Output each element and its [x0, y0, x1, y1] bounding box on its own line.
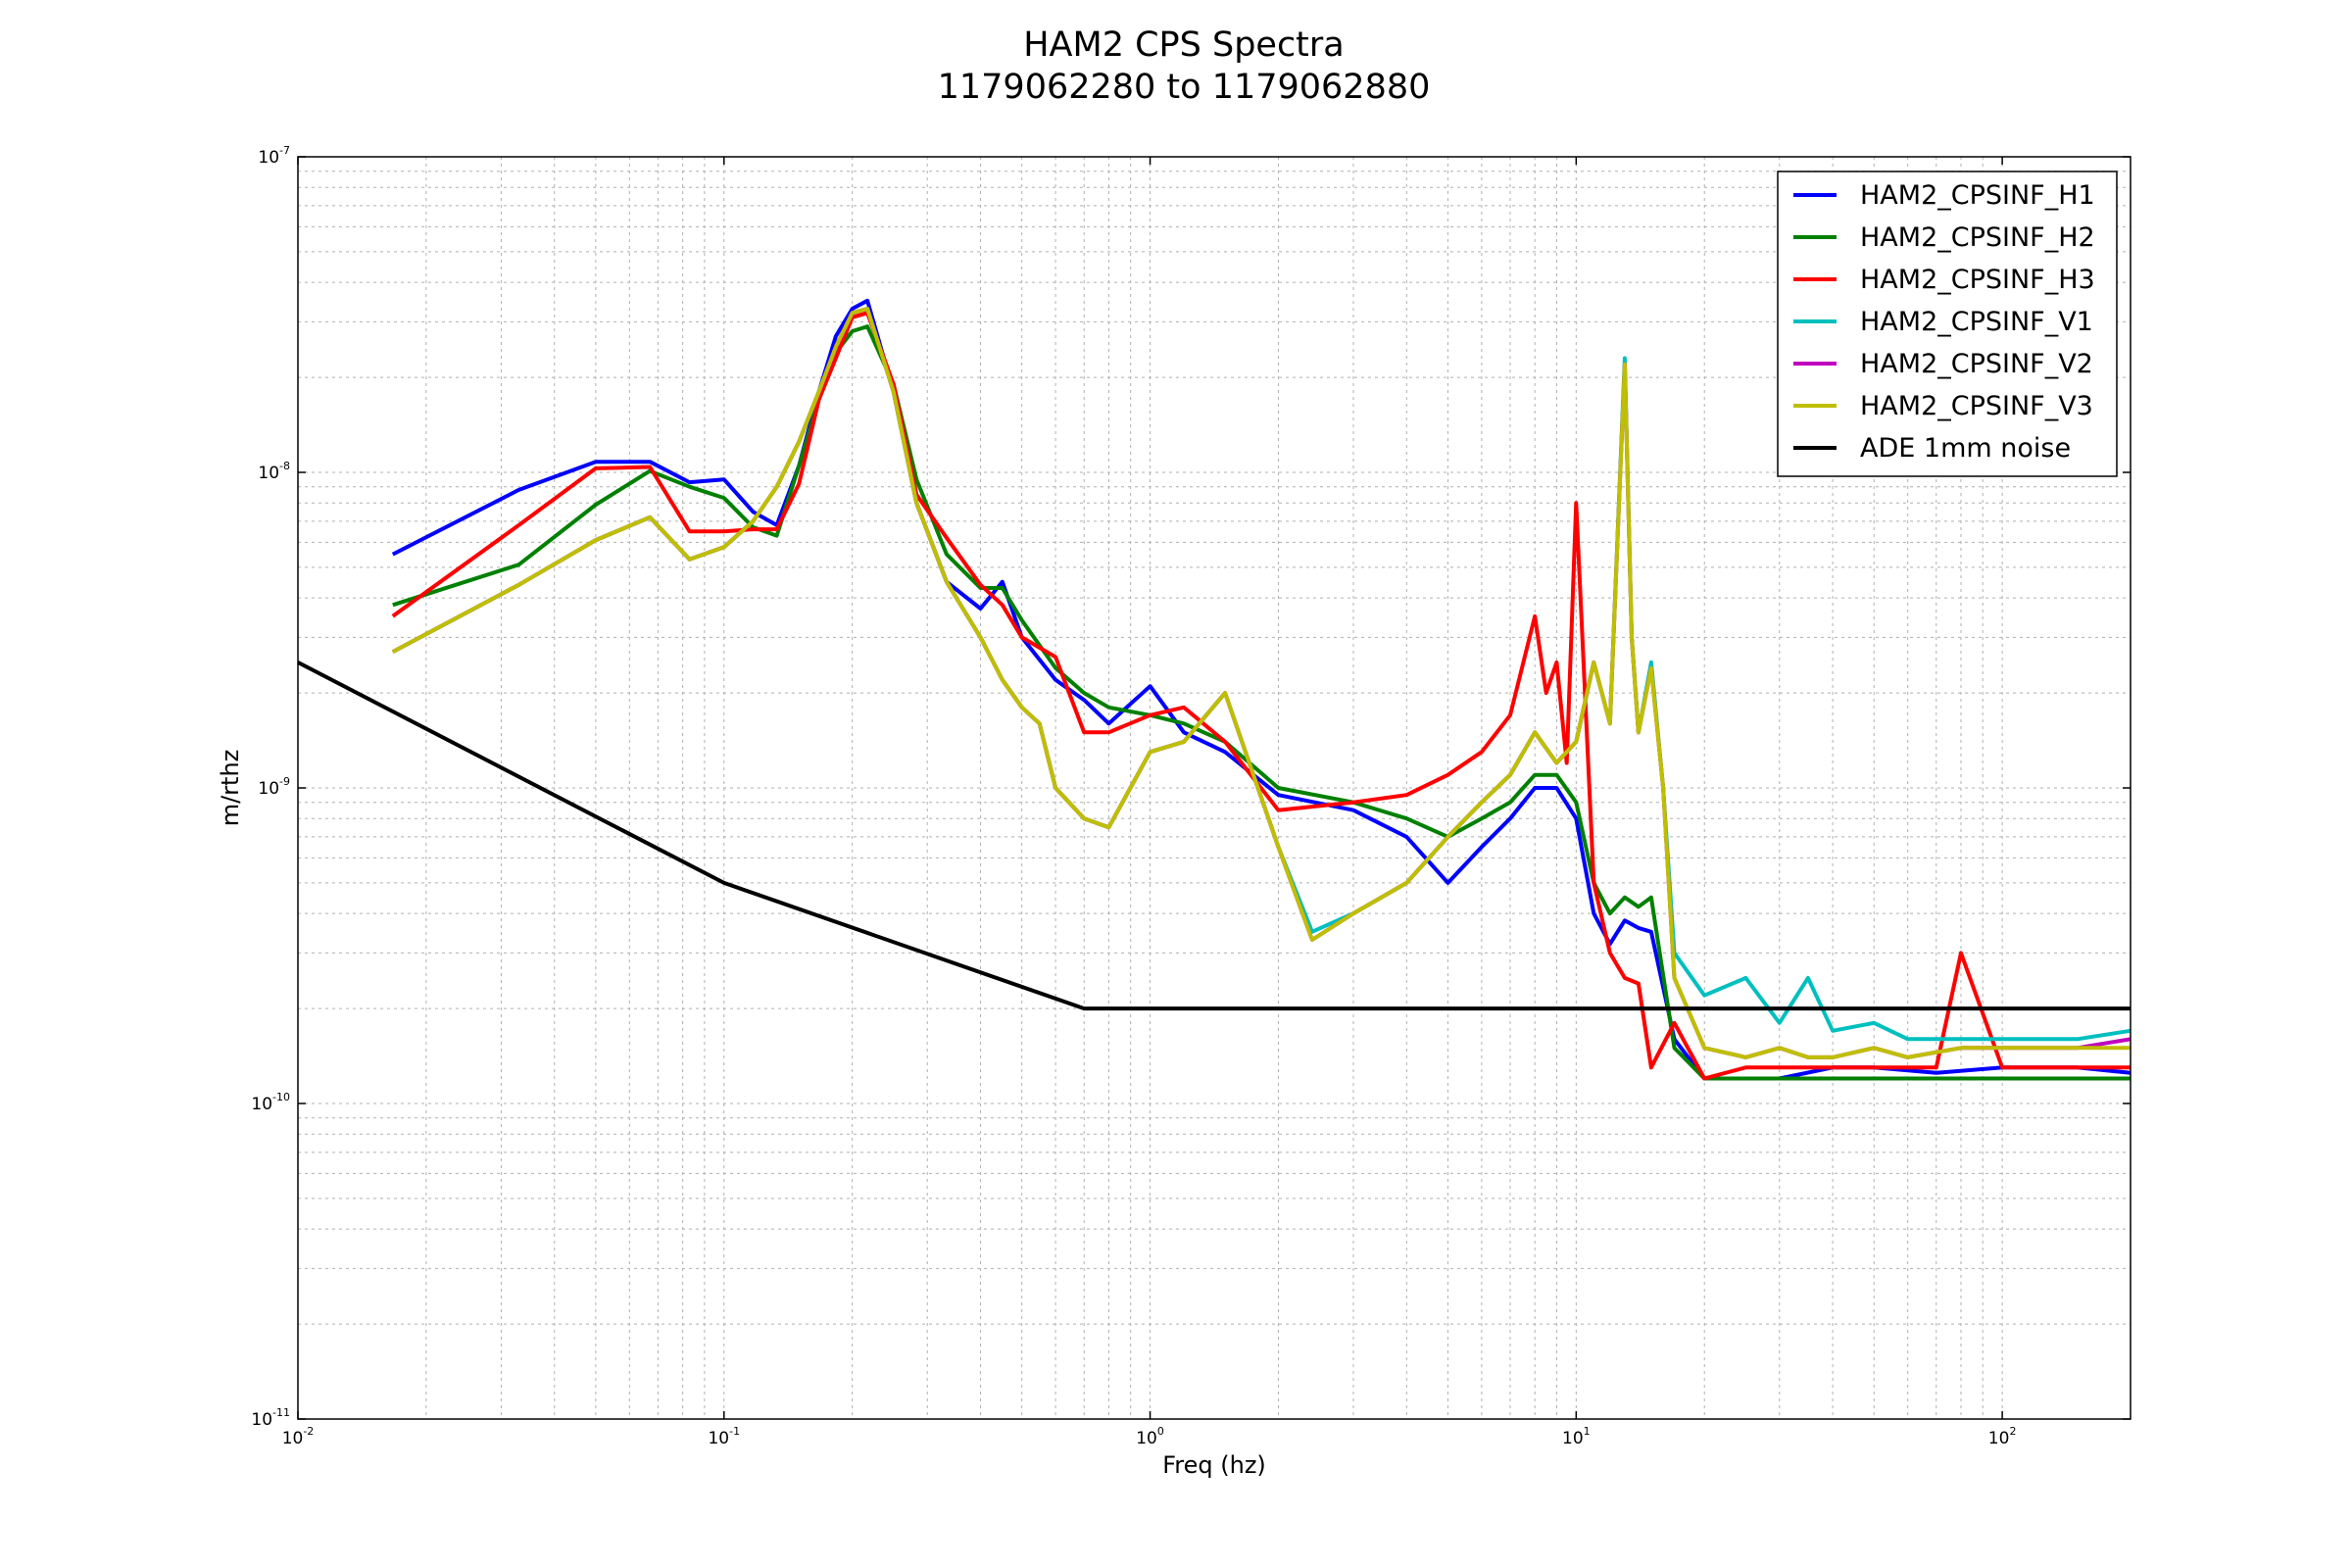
- x-tick-label: 102: [1988, 1425, 2017, 1448]
- y-tick-label: 10-10: [251, 1091, 290, 1114]
- legend-label: ADE 1mm noise: [1860, 433, 2071, 464]
- legend-label: HAM2_CPSINF_V1: [1860, 307, 2093, 337]
- chart-subtitle: 1179062280 to 1179062880: [938, 68, 1431, 107]
- legend-box: [1777, 171, 2118, 477]
- legend-label: HAM2_CPSINF_H2: [1860, 222, 2095, 253]
- series-line-ham2-cpsinf-h2: [392, 324, 2131, 1081]
- series-line-ham2-cpsinf-h3: [391, 311, 2131, 1081]
- series-line-ade-1mm-noise: [297, 661, 2131, 1011]
- legend-label: HAM2_CPSINF_V2: [1860, 349, 2093, 379]
- x-tick-label: 10-2: [282, 1425, 315, 1448]
- y-tick-label: 10-7: [258, 144, 290, 168]
- y-tick-label: 10-8: [258, 460, 290, 483]
- series-group: [297, 298, 2132, 1081]
- y-tick-label: 10-11: [251, 1406, 290, 1430]
- y-tick-label: 10-9: [258, 775, 290, 799]
- legend-label: HAM2_CPSINF_V3: [1860, 391, 2093, 421]
- legend: HAM2_CPSINF_H1 HAM2_CPSINF_H2 HAM2_CPSINF_…: [1777, 171, 2118, 477]
- x-tick-label: 100: [1136, 1425, 1164, 1448]
- legend-label: HAM2_CPSINF_H1: [1860, 180, 2095, 211]
- y-axis-label: m/rthz: [217, 750, 244, 827]
- x-axis-label: Freq (hz): [1162, 1451, 1266, 1479]
- chart-title: HAM2 CPS Spectra: [1023, 25, 1345, 65]
- x-tick-label: 10-1: [708, 1425, 740, 1448]
- ticks: 10-2 10-1 100 101 102 10-11 10-10 10-9 10-8 10-7: [251, 144, 2131, 1448]
- legend-label: HAM2_CPSINF_H3: [1860, 265, 2095, 295]
- series-line-ham2-cpsinf-v3: [391, 307, 2131, 1059]
- x-tick-label: 101: [1562, 1425, 1591, 1448]
